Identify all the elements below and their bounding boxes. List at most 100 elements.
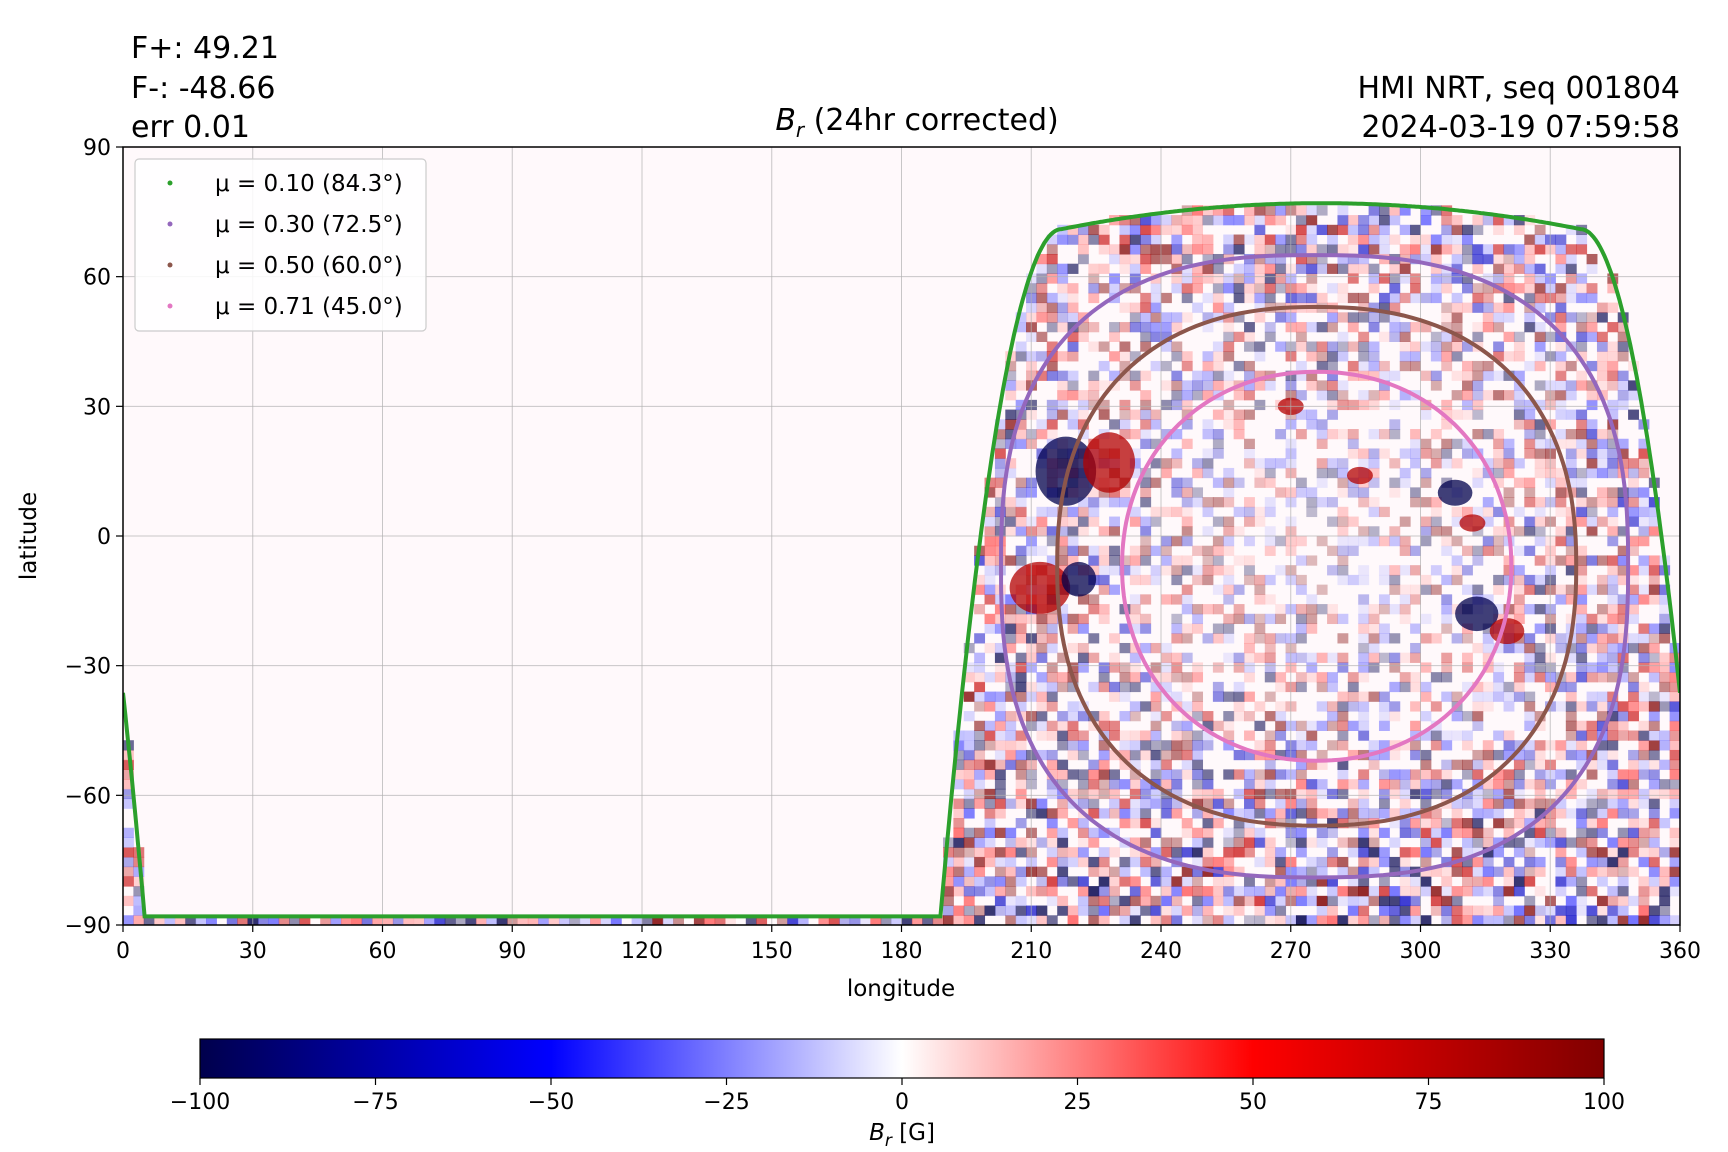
field-cell [1648, 711, 1660, 722]
field-cell [1119, 895, 1131, 907]
field-cell [1451, 711, 1463, 722]
field-cell [1524, 798, 1536, 809]
field-cell [1067, 905, 1079, 916]
field-cell [1161, 837, 1172, 848]
field-cell [1555, 292, 1567, 304]
field-cell [1150, 818, 1162, 829]
field-cell [1399, 681, 1411, 693]
field-cell [1493, 779, 1505, 790]
field-cell [1462, 448, 1473, 459]
field-cell [1472, 263, 1484, 274]
field-cell [1430, 292, 1442, 304]
field-cell [1472, 584, 1484, 595]
field-cell [1181, 360, 1193, 372]
field-cell [1057, 526, 1069, 537]
field-cell [226, 915, 238, 925]
field-cell [1088, 234, 1100, 245]
field-cell [1005, 740, 1017, 751]
field-cell [1347, 720, 1359, 731]
field-cell [1565, 477, 1577, 488]
field-cell [1420, 322, 1432, 333]
field-cell [1420, 915, 1432, 925]
field-cell [1607, 565, 1619, 576]
field-cell [1140, 467, 1152, 479]
field-cell [984, 827, 996, 838]
field-cell [1202, 856, 1214, 868]
field-cell [1430, 341, 1442, 352]
field-cell [1524, 691, 1536, 702]
field-cell [1451, 516, 1463, 527]
field-cell [1659, 759, 1671, 770]
field-cell [1576, 545, 1588, 556]
field-cell [1503, 370, 1515, 381]
field-cell [1410, 749, 1421, 761]
field-cell [1327, 234, 1338, 245]
field-cell [1586, 905, 1598, 916]
field-cell [1254, 769, 1266, 780]
field-cell [1275, 312, 1287, 323]
field-cell [1295, 895, 1307, 907]
field-cell [1420, 691, 1432, 702]
field-cell [1576, 701, 1588, 712]
field-cell [1098, 720, 1110, 731]
field-cell [1192, 467, 1204, 479]
field-cell [1482, 429, 1494, 440]
field-cell [1358, 827, 1370, 838]
field-cell [1077, 642, 1089, 654]
field-cell [1077, 234, 1089, 245]
field-cell [1015, 915, 1027, 925]
field-cell [1212, 545, 1224, 556]
field-cell [1410, 818, 1421, 829]
field-cell [1596, 302, 1608, 313]
field-cell [1358, 779, 1370, 790]
field-cell [257, 915, 269, 925]
field-cell [1036, 253, 1048, 265]
field-cell [1430, 837, 1442, 848]
field-cell [1088, 604, 1100, 615]
field-cell [1327, 701, 1338, 712]
field-cell [1513, 779, 1525, 790]
field-cell [1368, 633, 1380, 644]
field-cell [1586, 526, 1598, 537]
field-cell [1254, 380, 1266, 391]
field-cell [1088, 487, 1100, 498]
field-cell [1513, 769, 1525, 780]
field-cell [1472, 253, 1484, 265]
field-cell [1109, 876, 1120, 887]
field-cell [1596, 915, 1608, 925]
field-cell [1295, 215, 1307, 226]
field-cell [1617, 720, 1629, 731]
field-cell [1088, 827, 1100, 838]
field-cell [1441, 312, 1453, 323]
field-cell [1430, 526, 1442, 537]
field-cell [1524, 273, 1536, 284]
field-cell [1327, 390, 1338, 401]
field-cell [1607, 691, 1619, 702]
field-cell [1368, 808, 1380, 819]
field-cell [1316, 759, 1328, 770]
field-cell [1077, 526, 1089, 537]
field-cell [1617, 856, 1629, 868]
field-cell [1140, 866, 1152, 877]
field-cell [1607, 487, 1619, 498]
field-cell [1586, 798, 1598, 809]
field-cell [1628, 497, 1639, 508]
field-cell [1337, 341, 1349, 352]
field-cell [1451, 390, 1463, 401]
field-cell [1036, 672, 1048, 683]
field-cell [1648, 506, 1660, 518]
field-cell [1046, 895, 1058, 907]
field-cell [1659, 623, 1671, 634]
field-cell [1347, 672, 1359, 683]
field-cell [1275, 234, 1287, 245]
field-cell [1264, 895, 1276, 907]
field-cell [1617, 672, 1629, 683]
field-cell [1264, 331, 1276, 342]
field-cell [1399, 915, 1411, 925]
field-cell [1036, 808, 1048, 819]
field-cell [1565, 448, 1577, 459]
field-cell [1399, 224, 1411, 236]
field-cell [1586, 866, 1598, 877]
field-cell [1181, 749, 1193, 761]
field-cell [1150, 642, 1162, 654]
